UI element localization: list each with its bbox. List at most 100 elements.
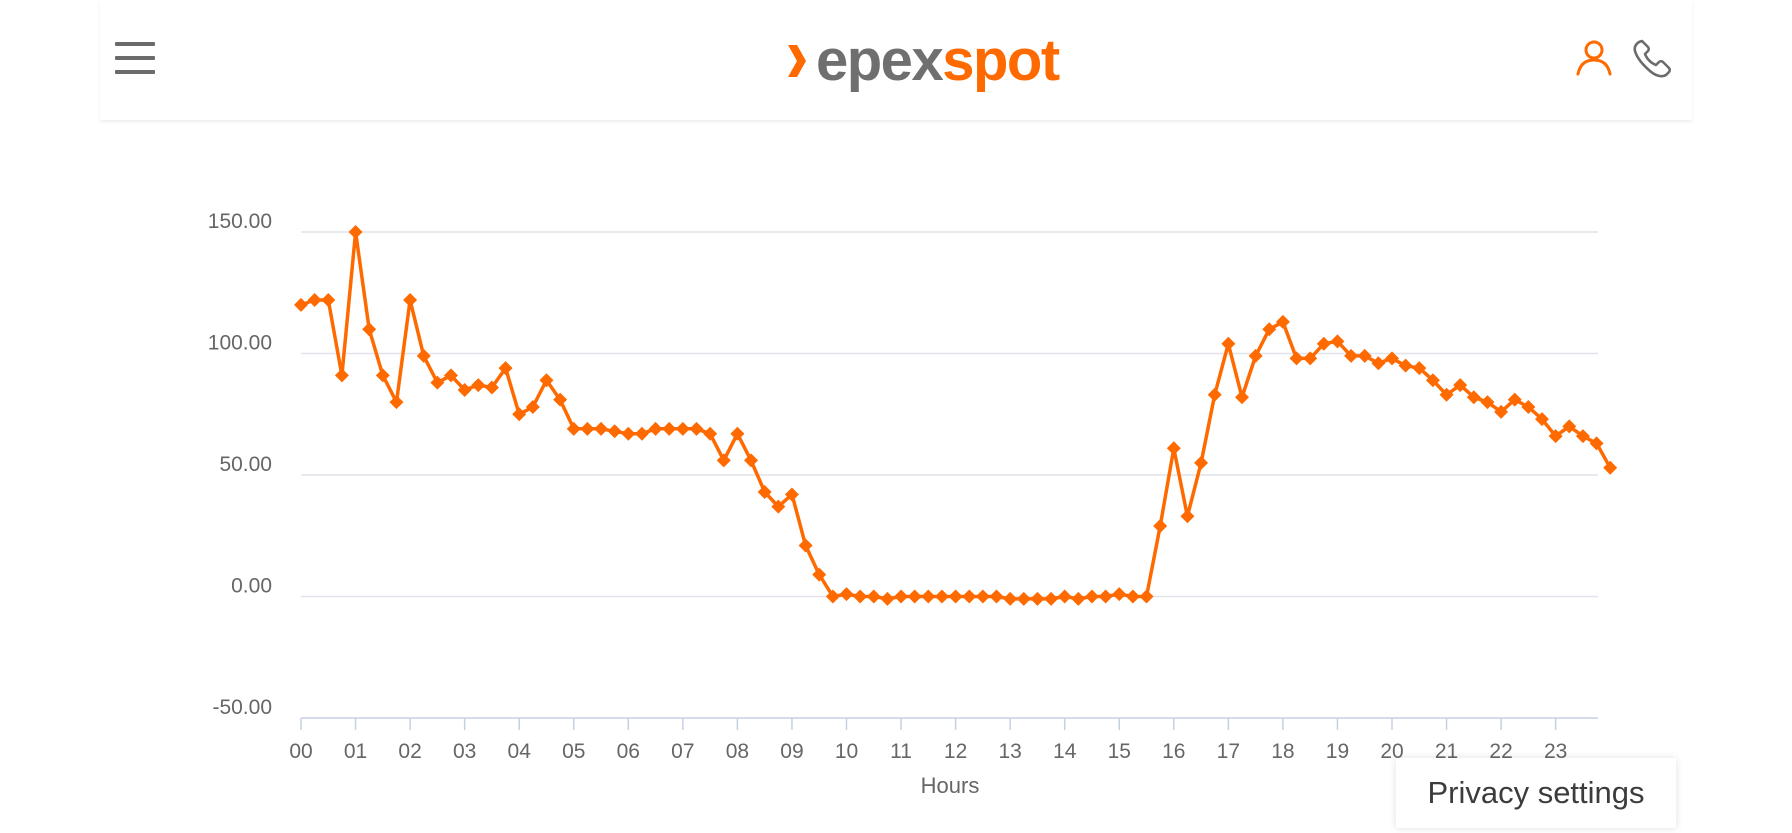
data-point[interactable] [730, 426, 745, 441]
data-point[interactable] [1507, 392, 1522, 407]
data-point[interactable] [334, 368, 349, 383]
data-point[interactable] [539, 373, 554, 388]
data-point[interactable] [662, 421, 677, 436]
data-point[interactable] [1112, 587, 1127, 602]
data-point[interactable] [1275, 314, 1290, 329]
data-point[interactable] [1548, 429, 1563, 444]
data-point[interactable] [1589, 436, 1604, 451]
data-point[interactable] [1248, 348, 1263, 363]
data-point[interactable] [403, 293, 418, 308]
data-point[interactable] [1166, 441, 1181, 456]
data-point[interactable] [566, 421, 581, 436]
data-point[interactable] [621, 426, 636, 441]
data-point[interactable] [1385, 351, 1399, 366]
data-point[interactable] [839, 587, 854, 602]
privacy-settings-button[interactable]: Privacy settings [1396, 758, 1676, 828]
data-point[interactable] [294, 297, 308, 312]
data-point[interactable] [853, 589, 868, 604]
data-point[interactable] [771, 499, 786, 514]
data-point[interactable] [484, 380, 499, 395]
data-point[interactable] [1071, 591, 1086, 606]
data-point[interactable] [798, 538, 813, 553]
data-point[interactable] [784, 487, 799, 502]
data-point[interactable] [525, 399, 540, 414]
data-point[interactable] [757, 485, 772, 500]
data-point[interactable] [894, 589, 909, 604]
data-point[interactable] [1139, 589, 1154, 604]
data-point[interactable] [648, 421, 663, 436]
data-point[interactable] [471, 378, 486, 393]
data-point[interactable] [307, 293, 322, 308]
data-point[interactable] [512, 407, 527, 422]
data-point[interactable] [866, 589, 881, 604]
logo[interactable]: epexspot [786, 26, 1060, 96]
data-point[interactable] [1398, 358, 1413, 373]
data-point[interactable] [1262, 322, 1277, 337]
user-icon[interactable] [1572, 36, 1616, 80]
data-point[interactable] [1016, 591, 1031, 606]
data-point[interactable] [430, 375, 445, 390]
data-point[interactable] [1603, 460, 1618, 475]
data-point[interactable] [1030, 591, 1045, 606]
data-point[interactable] [553, 392, 568, 407]
data-point[interactable] [580, 421, 595, 436]
data-point[interactable] [1562, 419, 1577, 434]
data-point[interactable] [321, 293, 336, 308]
data-point[interactable] [1344, 348, 1359, 363]
data-point[interactable] [498, 361, 513, 376]
data-point[interactable] [389, 395, 404, 410]
data-point[interactable] [1207, 387, 1222, 402]
data-point[interactable] [594, 421, 609, 436]
data-point[interactable] [375, 368, 390, 383]
data-point[interactable] [1125, 589, 1140, 604]
data-point[interactable] [1412, 361, 1427, 376]
data-point[interactable] [444, 368, 459, 383]
data-point[interactable] [348, 225, 363, 239]
phone-icon[interactable] [1630, 36, 1674, 80]
data-point[interactable] [703, 426, 718, 441]
data-point[interactable] [1575, 429, 1590, 444]
data-point[interactable] [689, 421, 704, 436]
data-point[interactable] [1194, 455, 1209, 470]
data-point[interactable] [962, 589, 977, 604]
data-point[interactable] [1084, 589, 1099, 604]
data-point[interactable] [948, 589, 963, 604]
data-point[interactable] [989, 589, 1004, 604]
data-point[interactable] [675, 421, 690, 436]
data-point[interactable] [1330, 334, 1345, 349]
menu-icon[interactable] [115, 42, 155, 76]
data-point[interactable] [921, 589, 936, 604]
data-point[interactable] [1521, 399, 1536, 414]
data-point[interactable] [1289, 351, 1304, 366]
data-point[interactable] [907, 589, 922, 604]
data-point[interactable] [1535, 412, 1550, 427]
data-point[interactable] [1425, 373, 1440, 388]
data-point[interactable] [1234, 390, 1249, 405]
data-point[interactable] [1453, 378, 1468, 393]
data-point[interactable] [1466, 390, 1481, 405]
data-point[interactable] [634, 426, 649, 441]
data-point[interactable] [1057, 589, 1072, 604]
data-point[interactable] [1494, 404, 1509, 419]
data-point[interactable] [744, 453, 759, 468]
data-point[interactable] [1044, 591, 1059, 606]
data-point[interactable] [1357, 348, 1372, 363]
data-point[interactable] [1303, 351, 1318, 366]
data-point[interactable] [416, 348, 431, 363]
data-point[interactable] [812, 567, 827, 582]
data-point[interactable] [1439, 387, 1454, 402]
data-point[interactable] [1003, 591, 1018, 606]
data-point[interactable] [1098, 589, 1113, 604]
data-point[interactable] [1371, 356, 1386, 371]
data-point[interactable] [934, 589, 949, 604]
data-point[interactable] [716, 453, 731, 468]
data-point[interactable] [457, 382, 472, 397]
data-point[interactable] [1180, 509, 1195, 524]
data-point[interactable] [975, 589, 990, 604]
data-point[interactable] [1221, 336, 1236, 351]
data-point[interactable] [1480, 395, 1495, 410]
data-point[interactable] [362, 322, 377, 337]
data-point[interactable] [1153, 519, 1168, 534]
data-point[interactable] [607, 424, 622, 439]
data-point[interactable] [825, 589, 840, 604]
